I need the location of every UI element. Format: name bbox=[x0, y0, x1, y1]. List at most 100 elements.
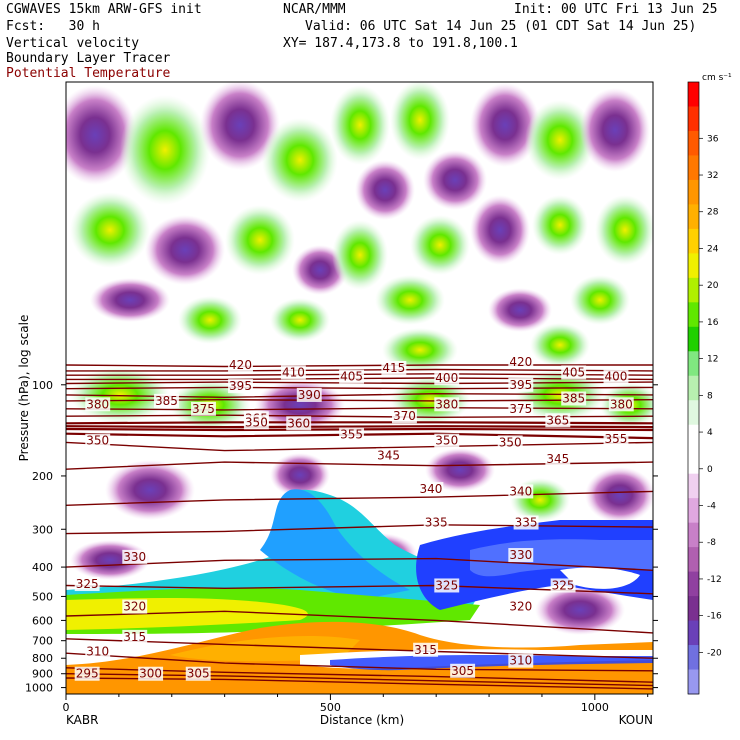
colorbar-frame bbox=[687, 81, 700, 695]
isentrope-415 bbox=[66, 368, 653, 372]
colorbar-swatch bbox=[688, 155, 699, 181]
isentrope-label: 420 bbox=[509, 355, 532, 369]
org-title: NCAR/MMM bbox=[283, 2, 346, 17]
colorbar-label: 28 bbox=[707, 208, 719, 218]
isentrope-label: 345 bbox=[546, 452, 569, 466]
isentrope-label: 310 bbox=[86, 644, 109, 658]
colorbar-swatch bbox=[688, 277, 699, 303]
colorbar-swatch bbox=[688, 351, 699, 377]
end-station-label: KOUN bbox=[619, 713, 653, 727]
colorbar-label: 12 bbox=[707, 355, 718, 365]
isentrope-label: 325 bbox=[552, 578, 575, 592]
colorbar-swatch bbox=[688, 130, 699, 156]
isentrope-label-bg bbox=[85, 433, 111, 448]
isentrope-400 bbox=[66, 381, 653, 385]
isentrope-label: 335 bbox=[515, 516, 538, 530]
isentrope-label: 410 bbox=[282, 365, 305, 379]
isentrope-label-bg bbox=[122, 599, 148, 614]
y-tick-label: 300 bbox=[32, 523, 53, 536]
isentrope-365 bbox=[66, 425, 653, 429]
init-time: Init: 00 UTC Fri 13 Jun 25 bbox=[514, 2, 718, 17]
isentrope-labels: 420 420 415 410 405 405 400 400 395 395 390 385 385 3… bbox=[74, 354, 634, 681]
isentrope-345 bbox=[66, 461, 653, 470]
colorbar-units: cm s⁻¹ bbox=[702, 73, 732, 83]
colorbar-swatch bbox=[688, 522, 699, 548]
isentrope-label-bg bbox=[550, 578, 576, 593]
isentrope-label: 320 bbox=[123, 600, 146, 614]
colorbar-swatch bbox=[688, 82, 699, 107]
isentrope-label-bg bbox=[450, 663, 476, 678]
isentrope-label: 380 bbox=[435, 397, 458, 411]
x-tick-label: 0 bbox=[63, 701, 70, 714]
colorbar-label: 4 bbox=[707, 428, 713, 438]
isentrope-label: 405 bbox=[340, 370, 363, 384]
isentrope-label: 390 bbox=[298, 388, 321, 402]
colorbar-swatch bbox=[688, 253, 699, 279]
isentrope-label: 305 bbox=[187, 667, 210, 681]
y-tick-label: 100 bbox=[32, 379, 53, 392]
y-tick-label: 900 bbox=[32, 668, 53, 681]
isentrope-label-bg bbox=[508, 484, 534, 499]
isentrope-label-bg bbox=[508, 548, 534, 563]
isentrope-label: 340 bbox=[419, 482, 442, 496]
isentrope-label-bg bbox=[513, 515, 539, 530]
isentrope-410 bbox=[66, 373, 653, 376]
isentrope-label: 375 bbox=[509, 402, 532, 416]
colorbar-label: 16 bbox=[707, 318, 719, 328]
isentrope-370 bbox=[66, 421, 653, 425]
isentrope-label-bg bbox=[434, 433, 460, 448]
isentrope-label: 370 bbox=[393, 409, 416, 423]
isentrope-390 bbox=[66, 392, 653, 399]
isentrope-label-bg bbox=[497, 435, 523, 450]
isentrope-320 bbox=[66, 610, 653, 634]
colorbar-swatch bbox=[688, 179, 699, 205]
isentrope-label-bg bbox=[508, 653, 534, 668]
isentrope-label: 330 bbox=[509, 548, 532, 562]
isentrope-label: 350 bbox=[499, 435, 522, 449]
y-tick-label: 500 bbox=[32, 590, 53, 603]
isentrope-label: 360 bbox=[287, 416, 310, 430]
upper-wave-pattern bbox=[66, 82, 653, 372]
variable-vertical-velocity: Vertical velocity bbox=[6, 36, 140, 51]
isentrope-395 bbox=[66, 386, 653, 390]
isentrope-label: 305 bbox=[451, 664, 474, 678]
colorbar-swatch bbox=[688, 449, 699, 475]
isentrope-label: 350 bbox=[435, 434, 458, 448]
isentrope-label-bg bbox=[376, 448, 402, 463]
isentrope-label-bg bbox=[391, 409, 417, 424]
isentrope-label-bg bbox=[413, 642, 439, 657]
isentrope-label-bg bbox=[423, 515, 449, 530]
isentrope-350 bbox=[66, 441, 653, 452]
variable-boundary-layer-tracer: Boundary Layer Tracer bbox=[6, 51, 171, 66]
isentrope-label-bg bbox=[228, 357, 253, 372]
colorbar-swatch bbox=[688, 204, 699, 230]
colorbar-swatch bbox=[688, 302, 699, 328]
isentrope-label-bg bbox=[561, 391, 587, 406]
isentrope-label: 325 bbox=[76, 577, 99, 591]
x-axis-label: Distance (km) bbox=[320, 713, 404, 727]
isentrope-label: 350 bbox=[86, 434, 109, 448]
distance-axis: 0 500 1000 bbox=[63, 694, 649, 714]
colorbar-label: 20 bbox=[707, 281, 719, 291]
colorbar-swatch bbox=[688, 375, 699, 401]
isentrope-label-bg bbox=[508, 401, 534, 416]
isentrope-label-bg bbox=[74, 666, 100, 681]
y-tick-label: 700 bbox=[32, 635, 53, 648]
isentrope-label-bg bbox=[561, 365, 587, 380]
isentrope-label-bg bbox=[603, 431, 629, 446]
isentrope-label: 400 bbox=[435, 371, 458, 385]
isentrope-label: 310 bbox=[509, 654, 532, 668]
isentrope-340 bbox=[66, 490, 653, 506]
isentrope-label: 405 bbox=[562, 365, 585, 379]
isentrope-label-bg bbox=[85, 644, 111, 659]
isentrope-label: 315 bbox=[123, 630, 146, 644]
isentrope-label: 355 bbox=[605, 432, 628, 446]
colorbar-label: 32 bbox=[707, 171, 718, 181]
colorbar-swatch bbox=[688, 228, 699, 254]
isentrope-label: 395 bbox=[509, 378, 532, 392]
x-tick-label: 500 bbox=[320, 701, 341, 714]
isentrope-label-bg bbox=[339, 427, 365, 442]
isentrope-label: 420 bbox=[229, 358, 252, 372]
y-tick-label: 1000 bbox=[25, 682, 53, 695]
isentrope-label-bg bbox=[280, 365, 306, 380]
